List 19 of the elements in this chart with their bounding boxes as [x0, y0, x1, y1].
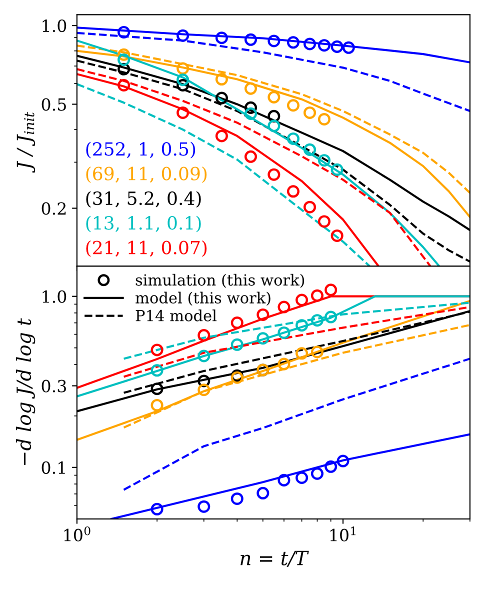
legend-label: model (this work) [136, 292, 270, 306]
y-axis-title: −d log J/d log t [16, 318, 36, 465]
x-tick-label: 10$^{1}$ [330, 526, 356, 542]
y-tick-label: 1.0 [42, 290, 66, 303]
y-tick-label: 1.0 [42, 20, 66, 32]
y-tick-label: 0.2 [42, 202, 66, 215]
annotation: (69, 11, 0.09) [86, 166, 207, 183]
x-axis-title: n = t/T [240, 550, 309, 567]
x-tick-label: 10$^{0}$ [64, 526, 90, 542]
y-axis-title: J / J$_{init}$ [16, 112, 36, 173]
y-tick-label: 0.1 [42, 461, 65, 474]
legend-label: simulation (this work) [136, 274, 304, 288]
annotation: (252, 1, 0.5) [86, 142, 196, 158]
legend-label: P14 model [136, 310, 217, 322]
annotation: (31, 5.2, 0.4) [86, 191, 201, 208]
y-tick-label: 0.3 [42, 380, 66, 392]
y-tick-label: 0.5 [42, 98, 66, 111]
annotation: (13, 1.1, 0.1) [86, 216, 201, 232]
annotation: (21, 11, 0.07) [86, 240, 207, 257]
